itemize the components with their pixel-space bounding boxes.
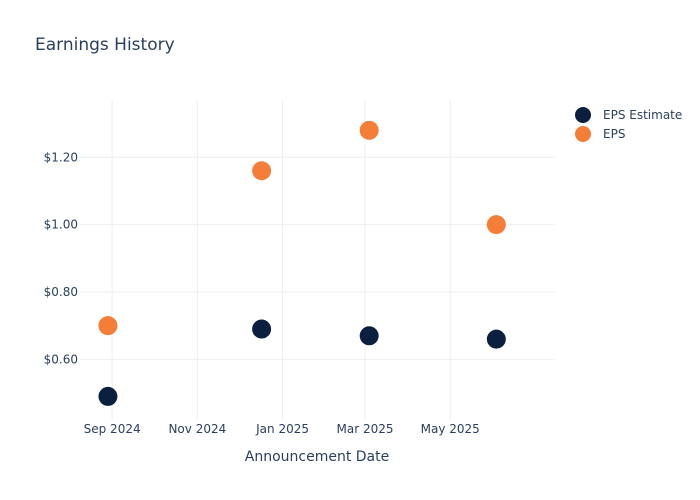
eps-estimate-point[interactable] bbox=[98, 386, 118, 406]
chart-title: Earnings History bbox=[35, 35, 175, 55]
eps-point[interactable] bbox=[252, 161, 272, 181]
legend-label-eps-estimate[interactable]: EPS Estimate bbox=[603, 108, 682, 122]
y-tick-label: $0.80 bbox=[44, 285, 78, 299]
eps-point[interactable] bbox=[98, 316, 118, 336]
eps-point[interactable] bbox=[486, 215, 506, 235]
data-points bbox=[98, 120, 506, 406]
x-tick-label: May 2025 bbox=[421, 422, 480, 436]
y-tick-label: $0.60 bbox=[44, 352, 78, 366]
x-tick-label: Mar 2025 bbox=[337, 422, 394, 436]
x-tick-labels: Sep 2024 Nov 2024 Jan 2025 Mar 2025 May 2025 bbox=[84, 422, 480, 436]
legend-marker-eps-estimate[interactable] bbox=[575, 107, 591, 123]
legend-marker-eps[interactable] bbox=[575, 126, 591, 142]
y-tick-labels: $0.60 $0.80 $1.00 $1.20 bbox=[44, 150, 78, 366]
legend-label-eps[interactable]: EPS bbox=[603, 127, 625, 141]
legend[interactable]: EPS Estimate EPS bbox=[575, 107, 682, 142]
x-tick-label: Jan 2025 bbox=[255, 422, 309, 436]
y-tick-label: $1.00 bbox=[44, 218, 78, 232]
x-tick-label: Nov 2024 bbox=[168, 422, 226, 436]
eps-estimate-point[interactable] bbox=[252, 319, 272, 339]
eps-point[interactable] bbox=[359, 120, 379, 140]
y-tick-label: $1.20 bbox=[44, 150, 78, 164]
x-axis-title: Announcement Date bbox=[245, 449, 389, 465]
eps-estimate-point[interactable] bbox=[359, 326, 379, 346]
x-gridlines bbox=[111, 100, 451, 420]
x-tick-label: Sep 2024 bbox=[84, 422, 141, 436]
eps-estimate-point[interactable] bbox=[486, 329, 506, 349]
y-gridlines bbox=[80, 156, 555, 360]
